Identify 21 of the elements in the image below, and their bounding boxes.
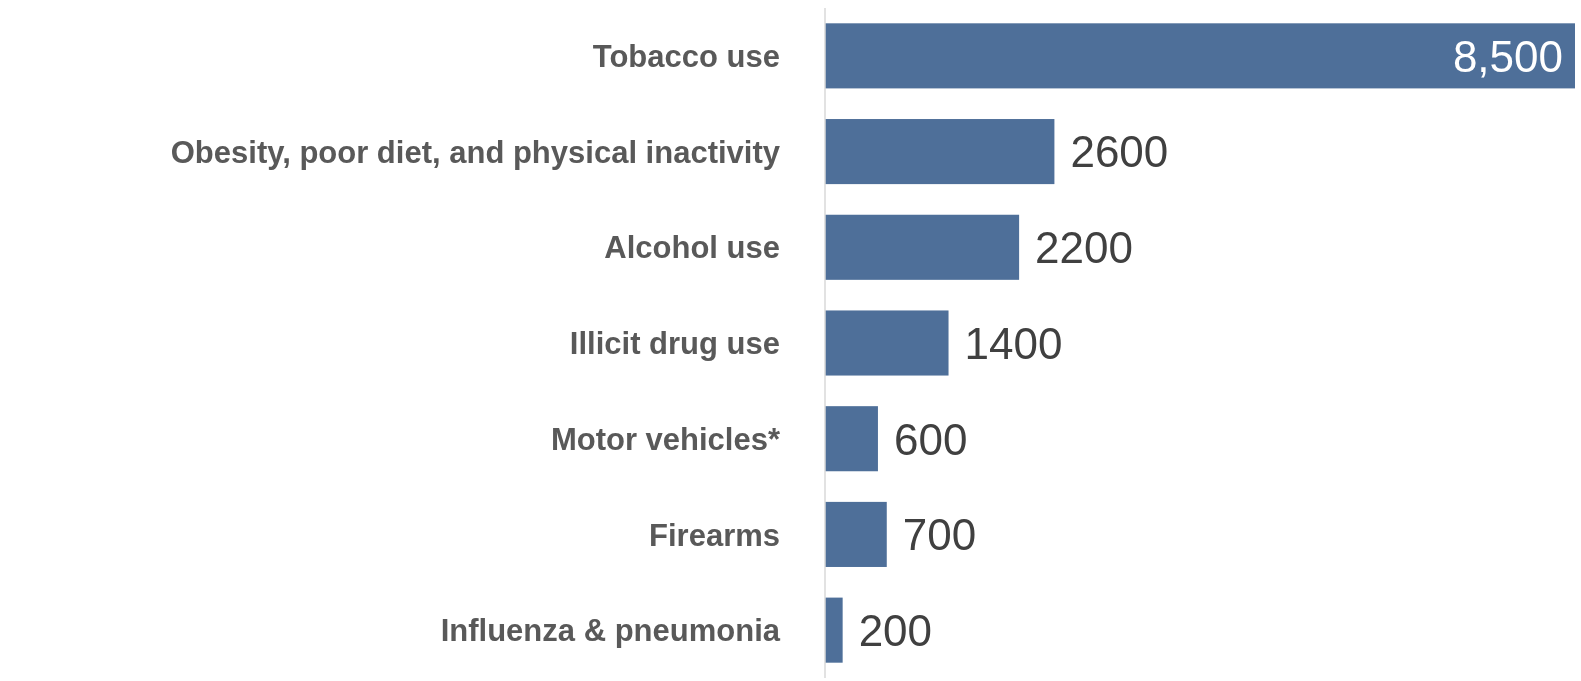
- y-tick-label: Illicit drug use: [569, 326, 780, 362]
- data-label: 1400: [964, 318, 1063, 368]
- data-label: 200: [858, 605, 933, 655]
- bar: [825, 119, 1055, 185]
- y-tick-label: Influenza & pneumonia: [440, 613, 781, 649]
- data-label: 2600: [1070, 127, 1169, 177]
- data-label: 600: [893, 414, 968, 464]
- y-tick-label: Obesity, poor diet, and physical inactivity: [170, 134, 781, 170]
- bar: [825, 23, 1575, 89]
- bar: [825, 310, 949, 376]
- data-label: 700: [902, 510, 977, 560]
- y-tick-label: Alcohol use: [604, 230, 780, 266]
- bar: [825, 406, 878, 472]
- data-label: 2200: [1035, 223, 1134, 273]
- y-tick-label: Tobacco use: [592, 39, 780, 75]
- bar: [825, 501, 887, 567]
- y-tick-label: Firearms: [649, 517, 780, 553]
- y-tick-label: Motor vehicles*: [550, 421, 781, 457]
- bar: [825, 597, 843, 663]
- data-label: 8,500: [1452, 31, 1563, 81]
- bar: [825, 214, 1020, 280]
